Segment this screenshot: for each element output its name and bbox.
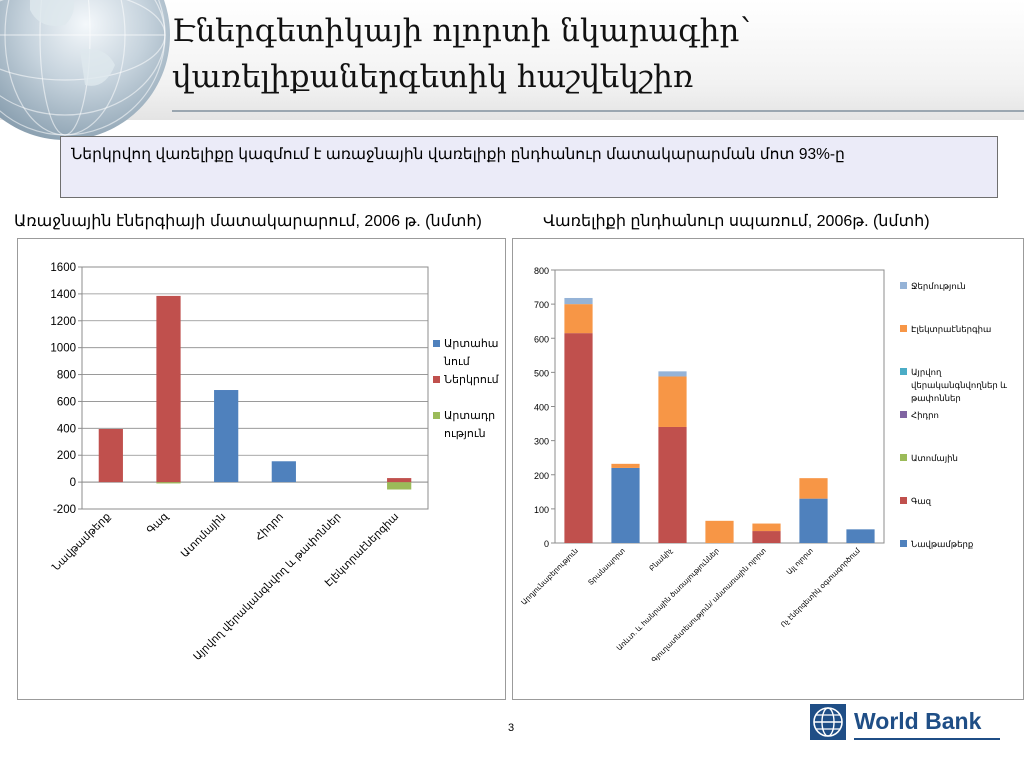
- globe-image: [0, 0, 170, 140]
- left-chart-panel: -200 0 200 400 600 800 1000 1200 1400 1600 Նավթամթ…: [17, 238, 506, 700]
- x-category-label: Նավթամթերք: [50, 510, 113, 573]
- bar-segment: [799, 478, 828, 499]
- legend-swatch: [900, 325, 907, 332]
- bar-segment: [658, 376, 687, 427]
- legend-label: Այրվող: [911, 367, 942, 377]
- legend-swatch: [900, 497, 907, 504]
- consumption-chart: 0 100 200 300 400 500 600 700 800 Արդյունաբերությ…: [519, 266, 1008, 664]
- bar-segment: [658, 371, 687, 377]
- bar-segment: [799, 498, 828, 543]
- title-line-1: Էներգետիկայի ոլորտի նկարագիր`: [172, 13, 755, 49]
- y-tick-label: 1600: [50, 262, 76, 274]
- slide-title: Էներգետիկայի ոլորտի նկարագիր` վառելիքանե…: [172, 8, 1012, 100]
- y-tick-label: 0: [544, 539, 549, 549]
- legend-swatch: [900, 282, 907, 289]
- bar-segment: [752, 531, 781, 543]
- x-category-label: Այլ ոլորտ: [784, 546, 814, 576]
- bar-segment: [752, 523, 781, 532]
- x-category-label: Գազ: [145, 510, 172, 537]
- legend-swatch: [900, 454, 907, 461]
- x-category-label: Տրանսպորտ: [586, 546, 627, 587]
- legend-label: Արտահա: [444, 338, 499, 350]
- bar-segment: [387, 478, 412, 483]
- bar-segment: [564, 297, 593, 305]
- y-tick-label: 200: [534, 471, 549, 481]
- legend-label: Ատոմային: [911, 453, 958, 463]
- page-number: 3: [508, 722, 515, 734]
- y-tick-label: 400: [57, 423, 76, 435]
- right-chart-subtitle: Վառելիքի ընդհանուր սպառում, 2006թ. (նմտհ…: [543, 213, 930, 230]
- legend-label: թափոններ: [911, 393, 961, 403]
- world-bank-globe-icon: [810, 704, 846, 740]
- x-category-label: Ոչ էներգետիկ օգտագործում: [779, 546, 862, 629]
- y-tick-label: 600: [57, 396, 76, 408]
- y-tick-label: 1400: [50, 289, 76, 301]
- bar-segment: [564, 333, 593, 543]
- bar-segment: [98, 429, 123, 483]
- x-category-label: Արդյունաբերություն: [519, 546, 580, 607]
- supply-chart: -200 0 200 400 600 800 1000 1200 1400 1600 Նավթամթ…: [50, 262, 500, 663]
- y-tick-label: 1200: [50, 316, 76, 328]
- legend-label: Էլեկտրաէներգիա: [911, 324, 991, 334]
- plot-area: [81, 266, 429, 510]
- logo-text: World Bank: [854, 708, 982, 734]
- x-category-label: Բնակիչ: [647, 546, 674, 573]
- y-tick-label: 300: [534, 437, 549, 447]
- bar-segment: [564, 304, 593, 334]
- right-chart-panel: 0 100 200 300 400 500 600 700 800 Արդյունաբերությ…: [512, 238, 1024, 700]
- title-band: [0, 0, 1024, 120]
- legend-swatch: [433, 412, 440, 419]
- bar-segment: [387, 482, 412, 490]
- bar-segment: [156, 482, 181, 484]
- y-tick-label: 800: [57, 370, 76, 382]
- legend-label: Գազ: [911, 496, 932, 506]
- bar-segment: [156, 295, 181, 483]
- y-tick-label: 100: [534, 505, 549, 515]
- legend-swatch: [900, 540, 907, 547]
- x-category-label: Հիդրո: [253, 510, 286, 543]
- legend-label: Նավթամթերք: [911, 539, 974, 549]
- legend-label: վերականգնվողներ և: [911, 380, 1008, 390]
- y-tick-label: 400: [534, 403, 549, 413]
- left-chart-subtitle: Առաջնային էներգիայի մատակարարում, 2006 թ…: [14, 213, 482, 230]
- y-tick-label: 0: [70, 477, 76, 489]
- legend-label: նում: [443, 356, 471, 368]
- y-tick-label: 500: [534, 368, 549, 378]
- bar-segment: [611, 467, 640, 543]
- y-tick-label: 1000: [50, 343, 76, 355]
- y-tick-label: 800: [534, 266, 549, 276]
- y-tick-label: 700: [534, 300, 549, 310]
- legend-label: ություն: [444, 428, 486, 440]
- legend-swatch: [900, 368, 907, 375]
- logo-underline: [854, 738, 1000, 740]
- callout-text: Ներկրվող վառելիքը կազմում է առաջնային վա…: [71, 146, 845, 163]
- y-tick-label: 200: [57, 450, 76, 462]
- legend-label: Հիդրո: [911, 410, 939, 420]
- bar-segment: [658, 426, 687, 543]
- legend-label: Ջերմություն: [911, 281, 966, 291]
- callout-box: Ներկրվող վառելիքը կազմում է առաջնային վա…: [60, 136, 998, 198]
- y-tick-label: 600: [534, 334, 549, 344]
- title-line-2: վառելիքաներգետիկ հաշվեկշիռ: [172, 59, 694, 95]
- y-tick-label: -200: [53, 504, 76, 516]
- x-category-label: Ատոմային: [179, 511, 228, 560]
- title-divider: [172, 110, 1024, 112]
- bar-segment: [611, 463, 640, 468]
- legend-swatch: [433, 376, 440, 383]
- globe-grid-icon: [0, 0, 166, 136]
- x-category-label: Առևտ. և հանրային ծառայություններ: [615, 546, 721, 652]
- legend-swatch: [900, 411, 907, 418]
- plot-area: [554, 269, 885, 544]
- legend-label: Ներկրում: [444, 374, 500, 386]
- legend-label: Արտադր: [444, 410, 495, 422]
- bar-segment: [705, 520, 734, 543]
- bar-segment: [271, 461, 296, 483]
- bar-segment: [214, 390, 239, 483]
- world-bank-logo: World Bank: [810, 704, 1000, 744]
- bar-segment: [846, 529, 875, 543]
- legend-swatch: [433, 340, 440, 347]
